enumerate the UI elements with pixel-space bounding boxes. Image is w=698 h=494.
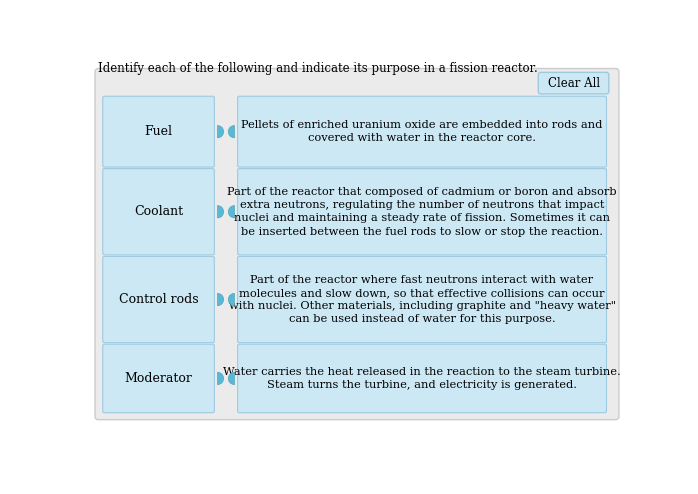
Text: Clear All: Clear All [547, 77, 600, 89]
FancyBboxPatch shape [237, 96, 607, 167]
Text: Control rods: Control rods [119, 293, 198, 306]
Text: Pellets of enriched uranium oxide are embedded into rods and
covered with water : Pellets of enriched uranium oxide are em… [242, 120, 603, 143]
Wedge shape [218, 206, 223, 218]
FancyBboxPatch shape [237, 168, 607, 255]
Text: Part of the reactor that composed of cadmium or boron and absorb
extra neutrons,: Part of the reactor that composed of cad… [228, 187, 617, 237]
FancyBboxPatch shape [237, 256, 607, 343]
Wedge shape [218, 293, 223, 306]
Text: Moderator: Moderator [125, 372, 193, 385]
FancyBboxPatch shape [538, 72, 609, 94]
Text: Water carries the heat released in the reaction to the steam turbine.
Steam turn: Water carries the heat released in the r… [223, 367, 621, 390]
Text: Fuel: Fuel [144, 125, 172, 138]
Wedge shape [228, 372, 235, 385]
Wedge shape [228, 125, 235, 138]
FancyBboxPatch shape [237, 344, 607, 412]
Wedge shape [218, 372, 223, 385]
Wedge shape [228, 206, 235, 218]
Wedge shape [228, 293, 235, 306]
FancyBboxPatch shape [95, 69, 619, 419]
FancyBboxPatch shape [103, 96, 214, 167]
Text: Identify each of the following and indicate its purpose in a fission reactor.: Identify each of the following and indic… [98, 62, 538, 76]
FancyBboxPatch shape [103, 168, 214, 255]
Wedge shape [218, 125, 223, 138]
FancyBboxPatch shape [103, 256, 214, 343]
Text: Coolant: Coolant [134, 205, 183, 218]
FancyBboxPatch shape [103, 344, 214, 412]
Text: Part of the reactor where fast neutrons interact with water
molecules and slow d: Part of the reactor where fast neutrons … [228, 275, 616, 325]
